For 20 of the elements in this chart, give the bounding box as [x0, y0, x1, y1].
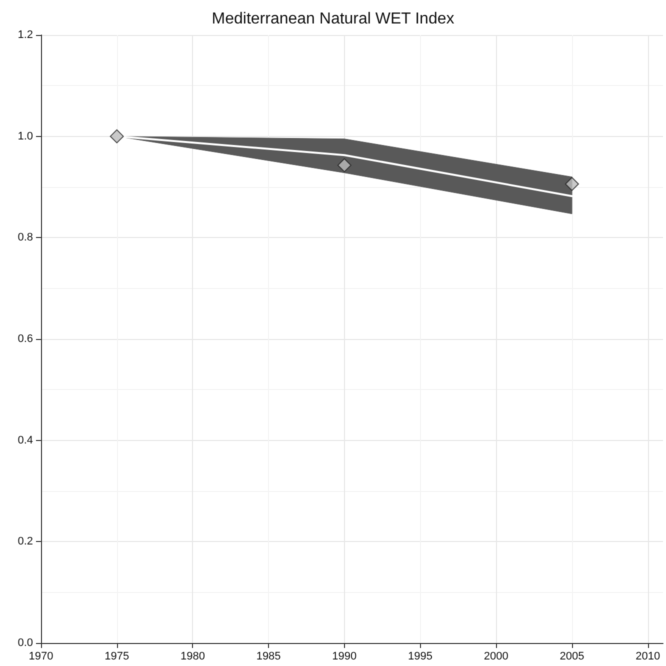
x-tick-label: 1990: [332, 650, 357, 662]
y-tick-label: 1.0: [18, 130, 33, 142]
point: [110, 129, 124, 144]
x-tick-label: 1995: [408, 650, 433, 662]
x-tick-label: 2005: [560, 650, 584, 662]
x-tick-label: 1980: [180, 650, 205, 662]
y-tick-label: 0.2: [18, 536, 33, 548]
y-tick-label: 0.6: [18, 333, 33, 345]
x-tick-label: 1970: [28, 650, 54, 662]
x-tick-label: 2010: [636, 650, 660, 662]
chart-title: Mediterranean Natural WET Index: [212, 10, 454, 28]
y-tick-label: 0.0: [18, 637, 33, 649]
y-tick-label: 1.2: [18, 29, 33, 41]
y-tick-label: 0.8: [18, 232, 33, 244]
x-tick-label: 2000: [484, 650, 508, 662]
point: [564, 176, 579, 191]
y-tick-label: 0.4: [18, 434, 33, 446]
point: [337, 158, 352, 172]
x-tick-label: 1985: [256, 650, 281, 662]
x-tick-label: 1975: [104, 650, 130, 662]
